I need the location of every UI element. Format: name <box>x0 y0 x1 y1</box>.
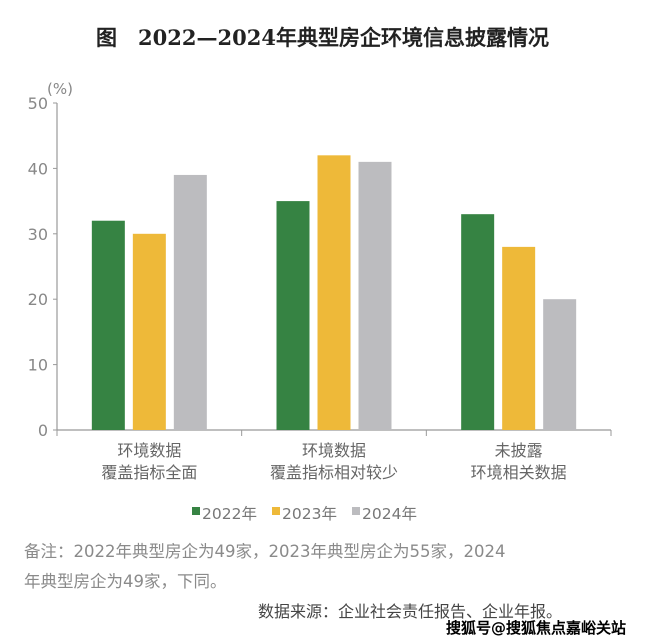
y-tick-label: 20 <box>28 290 48 309</box>
legend-label: 2023年 <box>282 505 337 523</box>
x-tick-label: 环境数据 <box>302 441 366 460</box>
x-tick-label: 覆盖指标相对较少 <box>270 463 398 482</box>
legend-label: 2024年 <box>362 505 417 523</box>
legend-swatch <box>272 507 280 515</box>
y-tick-label: 30 <box>28 225 48 244</box>
x-tick-label: 覆盖指标全面 <box>101 463 197 482</box>
y-axis-label: (%) <box>47 80 73 98</box>
bar-2022年-2 <box>461 214 495 430</box>
y-tick-label: 10 <box>28 356 48 375</box>
bar-2024年-0 <box>173 174 207 430</box>
bar-2022年-0 <box>91 220 125 430</box>
y-tick-label: 50 <box>28 94 48 113</box>
bar-2023年-2 <box>502 246 536 430</box>
bar-2022年-1 <box>276 201 310 430</box>
legend-swatch <box>352 507 360 515</box>
footnote: 备注：2022年典型房企为49家，2023年典型房企为55家，2024 年典型房… <box>24 537 624 597</box>
bar-2023年-1 <box>317 155 351 430</box>
data-source: 数据来源：企业社会责任报告、企业年报。 <box>258 602 563 621</box>
y-tick-label: 0 <box>38 421 48 440</box>
footnote-line: 年典型房企为49家，下同。 <box>24 572 227 591</box>
y-tick-label: 40 <box>28 159 48 178</box>
x-tick-label: 环境相关数据 <box>471 463 567 482</box>
bar-chart: (%)01020304050环境数据覆盖指标全面环境数据覆盖指标相对较少未披露环… <box>28 80 612 523</box>
chart-title: 图 2022—2024年典型房企环境信息披露情况 <box>96 25 549 50</box>
footnote-line: 备注：2022年典型房企为49家，2023年典型房企为55家，2024 <box>24 542 506 561</box>
bar-2023年-0 <box>132 233 166 430</box>
x-tick-label: 未披露 <box>495 441 543 460</box>
bar-2024年-1 <box>358 161 392 431</box>
legend-label: 2022年 <box>202 505 257 523</box>
bar-2024年-2 <box>543 299 577 430</box>
watermark: 搜狐号@搜狐焦点嘉峪关站 <box>446 619 627 637</box>
x-tick-label: 环境数据 <box>117 441 181 460</box>
legend-swatch <box>192 507 200 515</box>
